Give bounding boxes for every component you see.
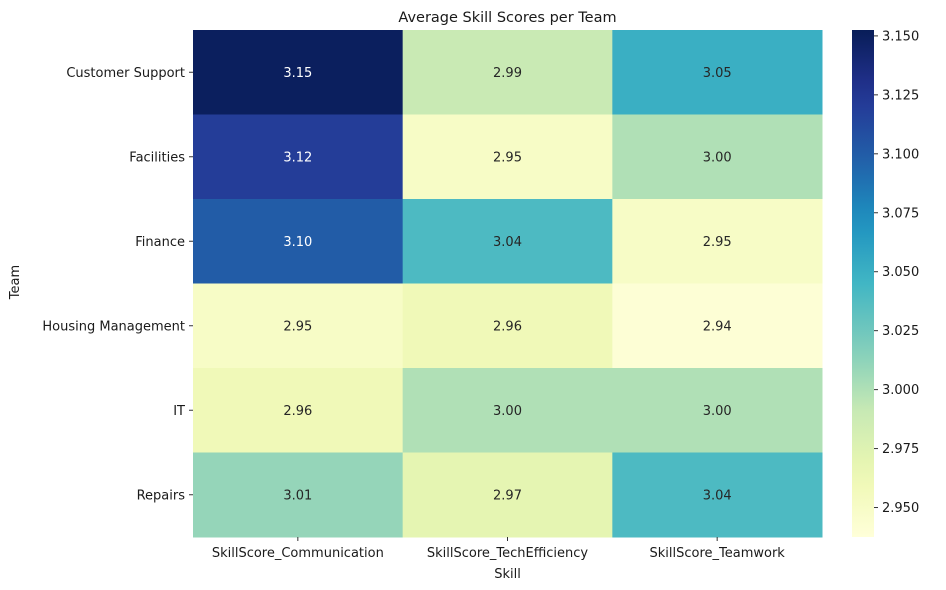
cell-value-label: 2.96 bbox=[283, 404, 312, 419]
cell-value-label: 3.00 bbox=[703, 404, 732, 419]
y-tick-label: IT bbox=[173, 404, 185, 419]
x-axis: SkillScore_Communication SkillScore_TechE… bbox=[212, 537, 785, 561]
chart-title: Average Skill Scores per Team bbox=[398, 10, 616, 26]
cell-value-label: 2.95 bbox=[283, 319, 312, 334]
heatmap-cell bbox=[612, 114, 823, 200]
x-axis-label: Skill bbox=[494, 567, 521, 582]
x-tick-label: SkillScore_TechEfficiency bbox=[427, 546, 589, 561]
y-axis-label: Team bbox=[8, 265, 23, 300]
cell-value-label: 3.00 bbox=[703, 150, 732, 165]
cell-value-label: 3.15 bbox=[283, 66, 312, 81]
y-tick-label: Customer Support bbox=[66, 66, 185, 81]
y-axis: Customer Support Facilities Finance Housing… bbox=[42, 66, 193, 503]
colorbar-tick-label: 2.975 bbox=[882, 442, 919, 457]
cell-value-label: 3.04 bbox=[703, 488, 732, 503]
cell-value-label: 3.10 bbox=[283, 235, 312, 250]
heatmap-cell bbox=[612, 368, 823, 453]
heatmap-cell bbox=[612, 452, 823, 538]
cell-value-label: 2.96 bbox=[493, 319, 522, 334]
heatmap-cell bbox=[193, 30, 404, 115]
heatmap-cell bbox=[402, 114, 613, 200]
y-tick-label: Repairs bbox=[137, 488, 186, 503]
heatmap-cell bbox=[402, 452, 613, 538]
cell-value-label: 2.97 bbox=[493, 488, 522, 503]
heatmap-cell bbox=[193, 114, 404, 200]
colorbar bbox=[852, 30, 874, 537]
colorbar-tick-label: 3.100 bbox=[882, 147, 919, 162]
heatmap-cell bbox=[612, 30, 823, 115]
cell-value-label: 3.12 bbox=[283, 150, 312, 165]
heatmap-cell bbox=[193, 283, 404, 369]
heatmap-cell bbox=[193, 368, 404, 453]
heatmap-cells: 3.15 2.99 3.05 3.12 2.95 3.00 3.10 3.04 2.95 2.95… bbox=[193, 30, 823, 538]
x-tick-label: SkillScore_Communication bbox=[212, 546, 384, 561]
cell-value-label: 3.01 bbox=[283, 488, 312, 503]
cell-value-label: 3.05 bbox=[703, 66, 732, 81]
heatmap-cell bbox=[402, 30, 613, 115]
heatmap-cell bbox=[193, 452, 404, 538]
cell-value-label: 2.95 bbox=[493, 150, 522, 165]
colorbar-tick-label: 3.050 bbox=[882, 265, 919, 280]
cell-value-label: 2.99 bbox=[493, 66, 522, 81]
y-tick-label: Facilities bbox=[129, 150, 185, 165]
heatmap-cell bbox=[402, 283, 613, 369]
cell-value-label: 3.04 bbox=[493, 235, 522, 250]
x-tick-label: SkillScore_Teamwork bbox=[649, 546, 785, 561]
cell-value-label: 2.94 bbox=[703, 319, 732, 334]
cell-value-label: 2.95 bbox=[703, 235, 732, 250]
colorbar-tick-label: 3.125 bbox=[882, 88, 919, 103]
colorbar-tick-label: 3.000 bbox=[882, 383, 919, 398]
heatmap-cell bbox=[612, 283, 823, 369]
colorbar-tick-label: 2.950 bbox=[882, 501, 919, 516]
colorbar-tick-label: 3.075 bbox=[882, 206, 919, 221]
heatmap-cell bbox=[612, 199, 823, 284]
heatmap-cell bbox=[402, 368, 613, 453]
colorbar-ticks: 2.950 2.975 3.000 3.025 3.050 3.075 3.100 3.125… bbox=[874, 29, 919, 516]
heatmap-cell bbox=[402, 199, 613, 284]
colorbar-tick-label: 3.025 bbox=[882, 324, 919, 339]
cell-value-label: 3.00 bbox=[493, 404, 522, 419]
y-tick-label: Finance bbox=[135, 235, 185, 250]
colorbar-tick-label: 3.150 bbox=[882, 29, 919, 44]
y-tick-label: Housing Management bbox=[42, 319, 185, 334]
heatmap-cell bbox=[193, 199, 404, 284]
